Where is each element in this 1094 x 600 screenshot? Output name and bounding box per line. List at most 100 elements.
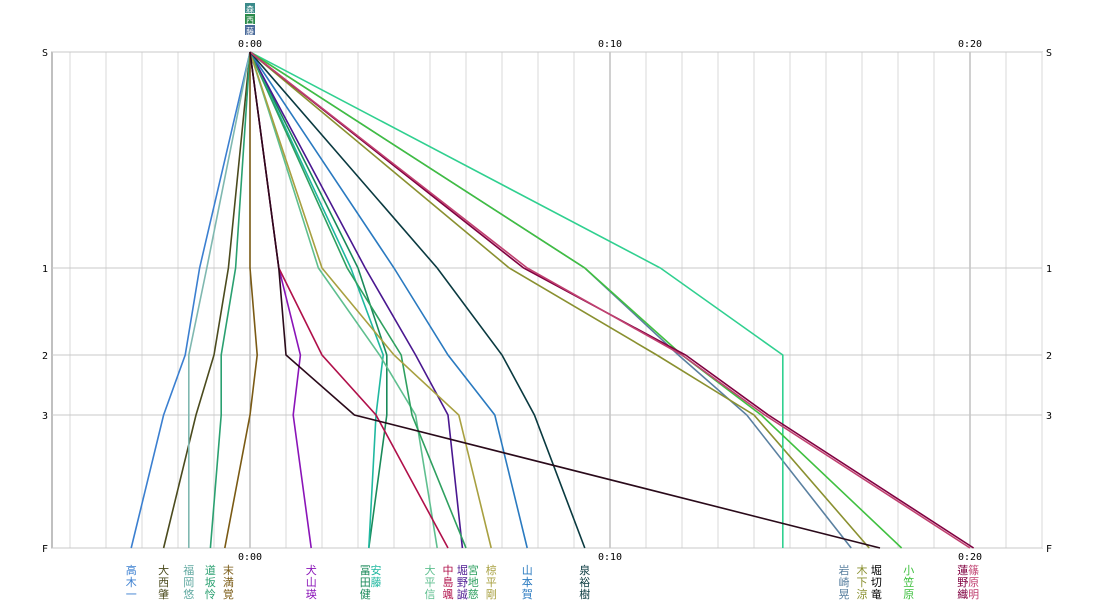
- runner-label: 大西肇: [158, 563, 169, 600]
- runner-label-char: 冨: [360, 564, 371, 577]
- top-mark-box: [245, 14, 255, 24]
- runner-label-char: 泉: [579, 563, 590, 577]
- runner-label: 蓮野織: [957, 563, 968, 600]
- runner-label-char: 慈: [468, 587, 479, 600]
- y-tick-label-right: F: [1046, 544, 1052, 555]
- runner-label-char: 誠: [457, 588, 468, 600]
- x-tick-label-bottom: 0:10: [598, 552, 622, 563]
- runner-label-char: 竜: [871, 587, 882, 600]
- series-line: [249, 51, 492, 549]
- runner-label-char: 剛: [486, 588, 497, 600]
- runner-label-char: 小: [903, 564, 914, 577]
- runner-label: 木下涼: [857, 564, 868, 600]
- axis-ticks: 0:00 0:00 0:10 0:10 0:20 0:20 S S 1 1 2 2 3 3 F F: [42, 39, 1052, 563]
- runner-label-char: 中: [443, 564, 454, 577]
- runner-label-char: 平: [486, 576, 497, 589]
- series-line: [249, 51, 881, 549]
- runner-label: 小笠原: [903, 564, 914, 600]
- series-line: [130, 51, 251, 549]
- series-line: [162, 51, 251, 549]
- runner-label: 椋平剛: [486, 563, 497, 600]
- runner-label: 山本賀: [522, 564, 533, 600]
- runner-label-char: 晃: [839, 588, 850, 600]
- runner-label: 安藤: [371, 563, 382, 589]
- series-line: [249, 51, 467, 549]
- runner-label-char: 笠: [903, 575, 914, 589]
- runner-label-char: 織: [957, 588, 968, 600]
- runner-label: 宮地慈: [468, 563, 479, 600]
- grid: [52, 51, 1043, 549]
- series-line: [249, 51, 971, 549]
- x-tick-label-bottom: 0:00: [238, 552, 262, 563]
- top-mark: 藤: [246, 26, 254, 36]
- runner-label-char: 末: [223, 563, 234, 577]
- x-tick-label-bottom: 0:20: [958, 552, 982, 563]
- runner-label: 末満覚: [223, 563, 234, 600]
- x-tick-label-top: 0:10: [598, 39, 622, 50]
- y-tick-label-left: S: [42, 48, 48, 59]
- series-line: [249, 51, 438, 549]
- top-mark: 西: [246, 16, 254, 25]
- runner-label-char: 木: [857, 564, 868, 577]
- runner-label-char: 西: [158, 576, 169, 589]
- runner-label-char: 原: [903, 588, 914, 600]
- series-line: [224, 52, 259, 549]
- runner-label: 中島颯: [443, 564, 454, 600]
- runner-label-char: 地: [468, 576, 479, 589]
- runner-label-char: 福: [183, 563, 194, 577]
- runner-label-char: 島: [443, 575, 454, 589]
- runner-label: 泉裕樹: [579, 563, 590, 600]
- runner-label-char: 一: [126, 588, 137, 600]
- runner-label: 道坂怜: [205, 563, 216, 600]
- runner-label-char: 颯: [443, 588, 454, 600]
- runner-label-char: 安: [371, 563, 382, 577]
- runner-label: 大平信: [425, 563, 436, 600]
- y-tick-label-left: F: [42, 544, 48, 555]
- y-tick-label-right: 3: [1046, 411, 1052, 422]
- runner-label-char: 野: [457, 576, 468, 589]
- runner-label-char: 平: [425, 576, 436, 589]
- y-tick-label-left: 1: [42, 264, 48, 275]
- runner-label-char: 信: [425, 588, 436, 600]
- runner-label-char: 怜: [205, 588, 216, 600]
- y-tick-label-left: 2: [42, 351, 48, 362]
- runner-label-char: 岩: [839, 563, 850, 577]
- series-line: [249, 51, 975, 549]
- series-line: [249, 51, 388, 549]
- x-tick-label-top: 0:00: [238, 39, 262, 50]
- runner-label-char: 悠: [183, 587, 194, 600]
- runner-label-char: 高: [126, 563, 137, 577]
- y-tick-label-right: 2: [1046, 351, 1052, 362]
- y-tick-label-left: 3: [42, 411, 48, 422]
- runner-label-char: 宮: [468, 563, 479, 577]
- runner-label-char: 覚: [223, 588, 234, 600]
- runner-label-char: 満: [223, 576, 234, 589]
- runner-label-char: 犬: [306, 563, 317, 577]
- runner-label: 犬山瑛: [306, 563, 317, 600]
- x-tick-label-top: 0:20: [958, 39, 982, 50]
- top-mark: 森: [246, 4, 254, 14]
- runner-label-char: 坂: [205, 576, 216, 589]
- series-lines: [130, 51, 975, 549]
- runner-label-char: 篠: [968, 563, 979, 577]
- runner-label-char: 堀: [871, 564, 882, 577]
- runner-label-char: 蓮: [957, 563, 968, 577]
- runner-label-char: 崎: [839, 575, 850, 589]
- series-line: [249, 51, 385, 549]
- runner-label-char: 大: [425, 563, 436, 577]
- runner-label-char: 樹: [579, 588, 590, 600]
- runner-label-char: 涼: [857, 587, 868, 600]
- runner-label: 篠原明: [968, 563, 979, 600]
- series-line: [249, 51, 528, 549]
- runner-label-char: 肇: [158, 587, 169, 600]
- top-mark-box: [245, 25, 255, 35]
- runner-label-char: 賀: [522, 588, 533, 600]
- top-mark-box: [245, 3, 255, 13]
- runner-label: 岩崎晃: [839, 563, 850, 600]
- runner-label-char: 本: [522, 575, 533, 589]
- runner-label-char: 岡: [183, 576, 194, 589]
- series-line: [209, 51, 251, 549]
- runner-label-char: 木: [126, 576, 137, 589]
- runner-label: 堀野誠: [457, 564, 468, 600]
- runner-labels: 高木一大西肇福岡悠道坂怜末満覚犬山瑛冨田健安藤大平信中島颯堀野誠宮地慈椋平剛山本…: [126, 563, 979, 600]
